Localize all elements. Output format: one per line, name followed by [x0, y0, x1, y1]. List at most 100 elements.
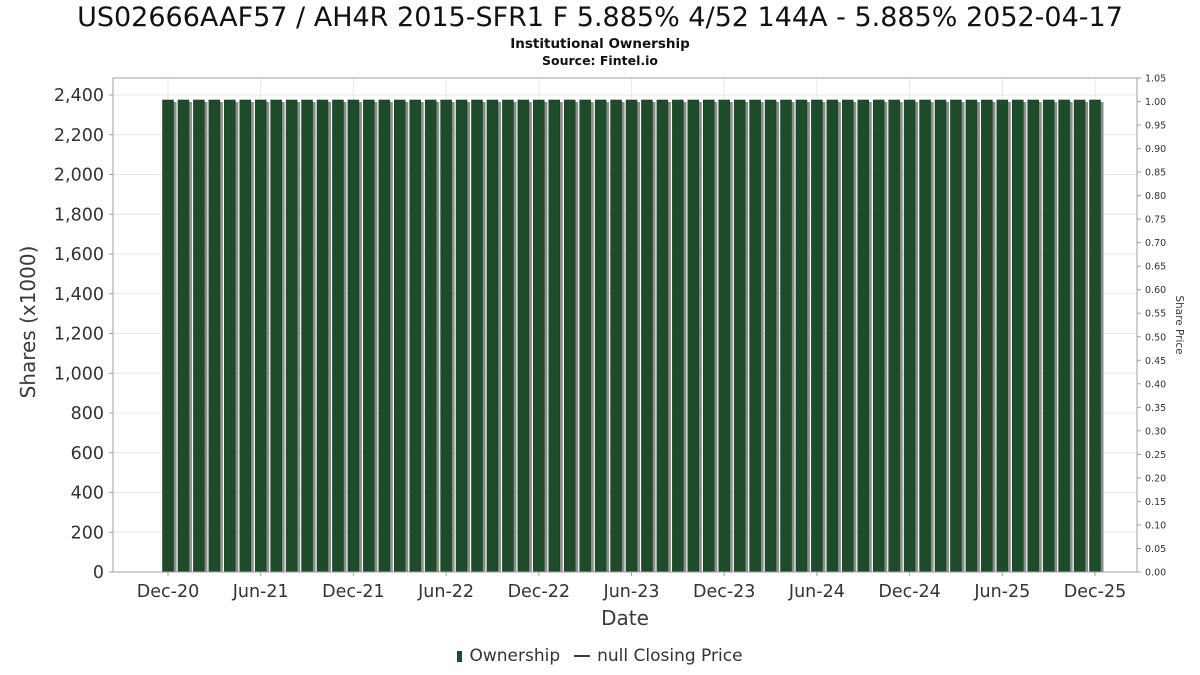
bar[interactable]: [1012, 99, 1024, 573]
svg-text:0.35: 0.35: [1145, 403, 1166, 414]
bar[interactable]: [826, 99, 839, 573]
legend-label-closing-price: null Closing Price: [597, 646, 743, 666]
svg-text:Dec-20: Dec-20: [137, 582, 199, 602]
bar[interactable]: [471, 99, 483, 573]
bar[interactable]: [872, 99, 885, 573]
svg-text:0.20: 0.20: [1145, 473, 1166, 484]
svg-text:Dec-24: Dec-24: [878, 582, 940, 602]
bar[interactable]: [424, 99, 437, 573]
bar[interactable]: [950, 99, 962, 573]
bar[interactable]: [672, 99, 684, 573]
bar[interactable]: [270, 99, 282, 573]
bar[interactable]: [996, 99, 1009, 573]
svg-text:400: 400: [71, 484, 104, 504]
bar[interactable]: [162, 99, 174, 573]
chart-title: US02666AAF57 / AH4R 2015-SFR1 F 5.885% 4…: [77, 2, 1123, 33]
svg-text:0.00: 0.00: [1145, 568, 1166, 579]
bar[interactable]: [625, 99, 638, 573]
bar[interactable]: [517, 99, 530, 573]
bar[interactable]: [239, 99, 251, 573]
svg-text:0.85: 0.85: [1145, 168, 1166, 179]
bar[interactable]: [579, 99, 591, 573]
bar[interactable]: [857, 99, 869, 573]
bar[interactable]: [888, 99, 900, 573]
bar[interactable]: [224, 99, 236, 573]
svg-text:0.10: 0.10: [1145, 520, 1166, 531]
svg-text:800: 800: [71, 404, 104, 424]
ownership-bars: [162, 99, 1104, 573]
y-axis-left: 0 200 400 600 800 1,000 1,200 1,400 1,600 1,800 2,…: [54, 86, 113, 583]
bar[interactable]: [440, 99, 452, 573]
bar[interactable]: [563, 99, 576, 573]
bar[interactable]: [1089, 99, 1101, 573]
svg-text:Dec-23: Dec-23: [693, 582, 755, 602]
bar[interactable]: [981, 99, 993, 573]
bar[interactable]: [394, 99, 406, 573]
bar[interactable]: [254, 99, 267, 573]
svg-text:1.05: 1.05: [1145, 74, 1166, 85]
bar[interactable]: [934, 99, 947, 573]
bar[interactable]: [1058, 99, 1070, 573]
chart-source: Source: Fintel.io: [542, 53, 658, 68]
bar[interactable]: [795, 99, 808, 573]
bar[interactable]: [610, 99, 622, 573]
legend-label-ownership: Ownership: [469, 646, 561, 666]
bar[interactable]: [656, 99, 669, 573]
bar[interactable]: [316, 99, 329, 573]
bar[interactable]: [594, 99, 607, 573]
y-axis-right-title: Share Price: [1173, 295, 1185, 355]
bar[interactable]: [177, 99, 190, 573]
bar[interactable]: [409, 99, 421, 573]
bar[interactable]: [363, 99, 375, 573]
bar[interactable]: [842, 99, 854, 573]
legend-item-closing-price[interactable]: null Closing Price: [574, 646, 743, 666]
bar[interactable]: [811, 99, 823, 573]
bar[interactable]: [301, 99, 313, 573]
bar[interactable]: [703, 99, 715, 573]
svg-text:Jun-24: Jun-24: [788, 582, 845, 602]
svg-text:0.15: 0.15: [1145, 497, 1166, 508]
svg-text:Jun-25: Jun-25: [973, 582, 1030, 602]
bar[interactable]: [1073, 99, 1086, 573]
bar[interactable]: [641, 99, 653, 573]
bar[interactable]: [749, 99, 761, 573]
bar[interactable]: [764, 99, 777, 573]
svg-text:0.30: 0.30: [1145, 426, 1166, 437]
bar[interactable]: [193, 99, 205, 573]
svg-text:Jun-22: Jun-22: [417, 582, 474, 602]
bar[interactable]: [1042, 99, 1055, 573]
svg-text:0: 0: [93, 563, 104, 583]
bar[interactable]: [378, 99, 391, 573]
bar[interactable]: [455, 99, 468, 573]
svg-text:2,200: 2,200: [54, 126, 104, 146]
bar[interactable]: [718, 99, 730, 573]
bar[interactable]: [919, 99, 931, 573]
bar[interactable]: [332, 99, 344, 573]
bar[interactable]: [1027, 99, 1039, 573]
bar[interactable]: [486, 99, 499, 573]
svg-text:1,200: 1,200: [54, 325, 104, 345]
bar[interactable]: [533, 99, 545, 573]
bar[interactable]: [285, 99, 298, 573]
legend-item-ownership[interactable]: Ownership: [457, 646, 560, 666]
x-axis-title: Date: [601, 606, 649, 630]
svg-text:0.75: 0.75: [1145, 215, 1166, 226]
y-axis-right: 0.00 0.05 0.10 0.15 0.20 0.25 0.30 0.35 0.40 0.45…: [1137, 74, 1166, 579]
bar[interactable]: [208, 99, 221, 573]
svg-text:Jun-21: Jun-21: [232, 582, 289, 602]
svg-text:Jun-23: Jun-23: [603, 582, 660, 602]
y-axis-left-title: Shares (x1000): [16, 245, 40, 399]
bar[interactable]: [502, 99, 514, 573]
bar[interactable]: [347, 99, 360, 573]
bar[interactable]: [733, 99, 746, 573]
bar[interactable]: [780, 99, 792, 573]
bar[interactable]: [548, 99, 560, 573]
chart-legend: Ownership null Closing Price: [0, 646, 1200, 666]
bar[interactable]: [965, 99, 978, 573]
ownership-square-icon: [457, 650, 463, 662]
bar[interactable]: [903, 99, 916, 573]
x-axis: Dec-20 Jun-21 Dec-21 Jun-22 Dec-22 Jun-23 Dec-…: [137, 572, 1126, 602]
bar[interactable]: [687, 99, 700, 573]
svg-text:2,000: 2,000: [54, 166, 104, 186]
svg-text:0.05: 0.05: [1145, 544, 1166, 555]
